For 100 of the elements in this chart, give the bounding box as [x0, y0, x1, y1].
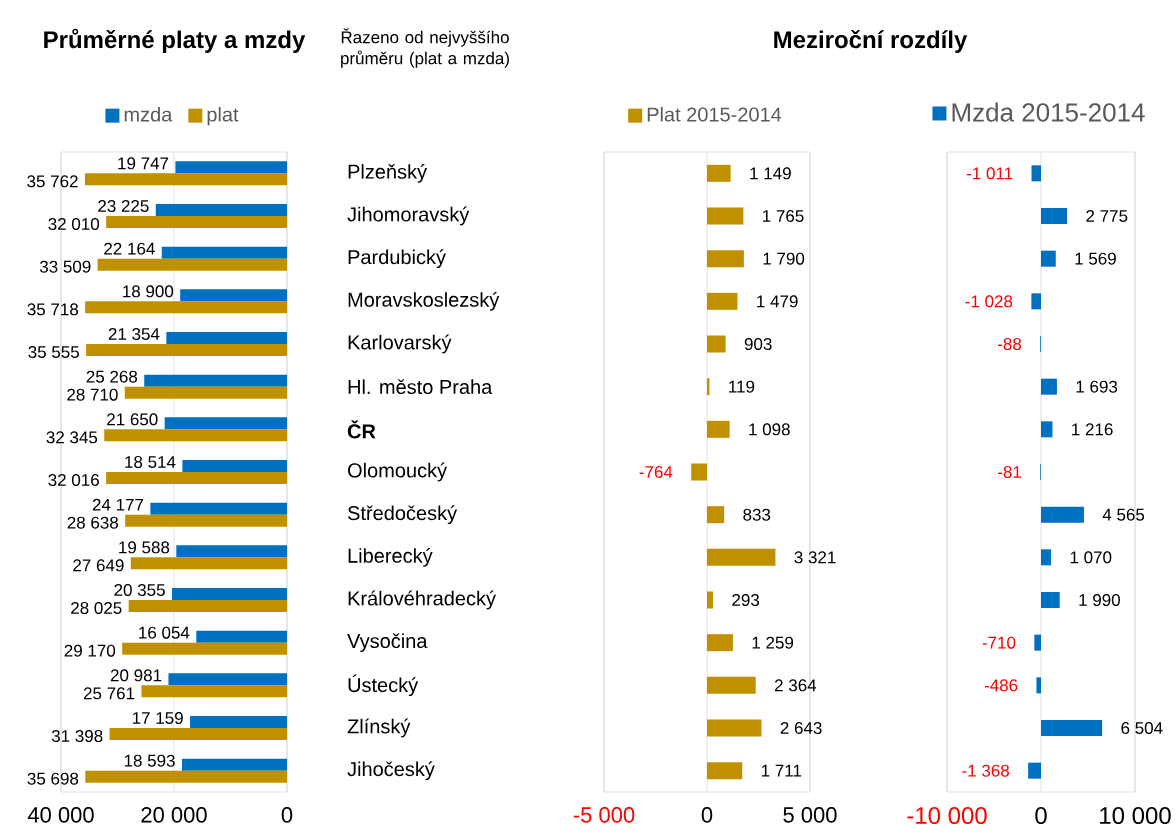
data-label: 1 569 [1075, 252, 1116, 265]
legend-label: mzda [124, 106, 173, 122]
y-tick-label: Ústecký [348, 674, 419, 697]
chart-title: Průměrné platy a mzdy [44, 28, 306, 53]
data-label: 6 504 [1121, 722, 1163, 735]
data-label: 33 509 [39, 260, 91, 273]
data-label: 35 698 [27, 772, 79, 785]
legend-label: plat [207, 106, 239, 126]
bar [180, 289, 287, 302]
data-label: 35 718 [27, 303, 79, 316]
bar [166, 332, 287, 344]
y-tick-label: Karlovarský [348, 334, 452, 354]
data-label: 1 070 [1070, 551, 1112, 564]
bar [181, 758, 287, 771]
data-label: 35 555 [28, 346, 79, 359]
y-tick-label: Zlínský [347, 718, 411, 738]
data-label: 20 981 [110, 669, 162, 682]
data-label: 4 565 [1102, 508, 1145, 521]
y-tick-label: Plzeňský [348, 163, 428, 183]
x-tick-label: -5 000 [573, 807, 635, 823]
data-label: 27 649 [73, 559, 124, 572]
data-label: 293 [732, 594, 760, 607]
data-label: 24 177 [92, 498, 144, 511]
data-label: 1 790 [763, 252, 805, 265]
bar [1041, 549, 1052, 566]
data-label: 3 321 [794, 551, 836, 564]
bar [155, 204, 287, 216]
data-label: 22 164 [104, 242, 155, 255]
bar [707, 506, 725, 524]
bar [1041, 506, 1084, 523]
data-label: -486 [984, 679, 1018, 692]
data-label: 18 593 [124, 754, 175, 767]
bar [124, 386, 287, 399]
bar [1031, 293, 1042, 310]
data-label: -1 011 [966, 167, 1013, 180]
bar [1031, 165, 1042, 182]
data-label: 903 [744, 338, 772, 351]
y-tick-label: Liberecký [348, 547, 433, 567]
data-label: 28 710 [67, 388, 118, 401]
data-label: 28 638 [67, 516, 119, 529]
data-label: 1 990 [1079, 594, 1120, 607]
bar [176, 545, 287, 558]
bar [190, 716, 287, 729]
bar [150, 502, 287, 515]
bar [1034, 634, 1042, 651]
data-label: 28 025 [71, 602, 122, 615]
data-label: 25 761 [83, 687, 135, 700]
bar [707, 335, 726, 353]
x-tick-label: 20 000 [141, 807, 207, 823]
y-tick-label: Královéhradecký [348, 590, 496, 610]
data-label: -710 [982, 636, 1016, 649]
data-label: 21 650 [107, 413, 158, 426]
data-label: -1 028 [965, 295, 1013, 308]
data-label: 833 [743, 508, 771, 521]
y-tick-label: Olomoucký [348, 462, 448, 482]
bar [168, 673, 287, 686]
data-label: 2 775 [1086, 210, 1128, 223]
data-label: 18 900 [123, 285, 174, 298]
bar [144, 374, 287, 387]
bar [707, 420, 730, 438]
bar [1041, 378, 1057, 395]
data-label: 31 398 [51, 730, 103, 743]
data-label: 32 345 [46, 431, 98, 444]
bar [128, 600, 287, 613]
data-label: 16 054 [139, 626, 190, 639]
data-label: 1 149 [750, 167, 791, 180]
bar [171, 588, 287, 600]
bar [1036, 677, 1042, 694]
data-label: -88 [997, 338, 1022, 351]
data-label: 1 216 [1072, 423, 1113, 436]
bar [182, 460, 287, 472]
bar [196, 630, 287, 643]
bar [707, 591, 714, 609]
data-label: 18 514 [125, 456, 176, 469]
bar [707, 250, 744, 268]
x-tick-label: 0 [701, 807, 713, 823]
data-label: 17 159 [132, 712, 183, 725]
data-label: -81 [998, 466, 1022, 479]
data-label: 1 765 [763, 210, 804, 223]
x-tick-label: 40 000 [27, 807, 94, 823]
y-tick-label: Hl. město Praha [348, 379, 493, 395]
bar [84, 173, 287, 186]
bar [161, 246, 287, 259]
bar [1028, 762, 1042, 779]
data-label: -1 368 [962, 764, 1009, 777]
legend-label: Plat 2015-2014 [647, 106, 782, 122]
data-label: 1 711 [761, 764, 802, 777]
bar [707, 676, 756, 694]
bar [707, 164, 731, 182]
bar [1041, 208, 1068, 224]
x-tick-label: -10 000 [907, 807, 987, 825]
bar [122, 642, 287, 655]
bar [707, 762, 743, 780]
bar [106, 472, 287, 485]
bar [86, 344, 287, 357]
data-label: 119 [729, 380, 755, 393]
data-label: 1 098 [749, 423, 790, 436]
bar [1041, 421, 1053, 438]
data-label: 2 643 [780, 722, 822, 735]
y-tick-label: Jihomoravský [347, 206, 470, 226]
